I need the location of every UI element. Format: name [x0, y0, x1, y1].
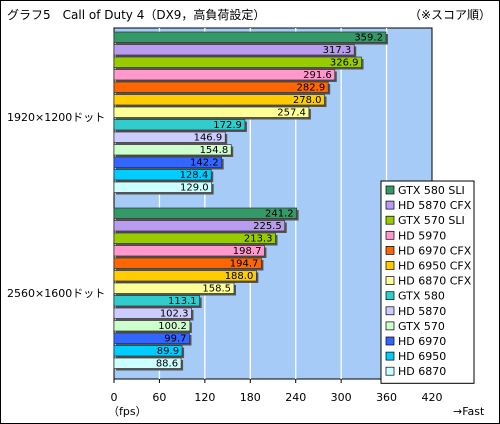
bar-value-label: 89.9 [157, 346, 179, 357]
bar [113, 320, 191, 332]
x-axis: 0 60 120 180 240 300 360 420 [111, 379, 443, 404]
bar [113, 307, 192, 319]
bar-value-label: 317.3 [323, 45, 352, 56]
bar [113, 207, 297, 219]
bar [113, 220, 286, 232]
x-direction-label: →Fast [453, 405, 485, 418]
legend-swatch [385, 351, 395, 361]
bar [113, 56, 362, 68]
sort-note: （※スコア順） [408, 8, 491, 22]
legend: GTX 580 SLI HD 5870 CFX GTX 570 SLI HD 5970… [380, 180, 475, 384]
legend-swatch [385, 366, 395, 376]
legend-swatch [385, 306, 395, 316]
bar-value-label: 158.5 [202, 284, 231, 295]
bar [113, 257, 262, 269]
bar [113, 31, 387, 43]
bar-value-label: 291.6 [303, 70, 332, 81]
bar [113, 345, 183, 357]
x-tick-label: 60 [152, 391, 166, 404]
group-label-1920: 1920×1200ドット [7, 111, 106, 124]
bar [113, 156, 223, 168]
bar [113, 332, 190, 344]
bar [113, 295, 200, 307]
bar-value-label: 129.0 [180, 183, 209, 194]
bar [113, 169, 212, 181]
legend-label: HD 6950 CFX [398, 260, 472, 273]
bar-value-label: 100.2 [158, 321, 187, 332]
x-unit-label: （fps） [108, 405, 147, 418]
bar-value-label: 359.2 [354, 33, 383, 44]
bar [113, 181, 213, 193]
bar [113, 131, 226, 143]
legend-label: HD 6970 [398, 335, 446, 348]
bar [113, 232, 276, 244]
x-tick-label: 360 [376, 391, 397, 404]
legend-swatch [385, 336, 395, 346]
bar [113, 81, 329, 93]
bar [113, 119, 246, 131]
legend-swatch [385, 200, 395, 210]
bar-value-label: 194.7 [230, 259, 259, 270]
bar [113, 106, 310, 118]
legend-swatch [385, 261, 395, 270]
x-tick-label: 240 [285, 391, 306, 404]
bar-value-label: 102.3 [160, 309, 189, 320]
bar-value-label: 326.9 [330, 58, 359, 69]
legend-swatch [385, 246, 395, 255]
chart-title: グラフ5 Call of Duty 4（DX9，高負荷設定） [7, 8, 266, 22]
legend-label: HD 6970 CFX [398, 244, 472, 257]
bar-value-label: 278.0 [293, 95, 322, 106]
legend-label: HD 6870 CFX [398, 275, 472, 288]
bar [113, 94, 325, 106]
legend-label: HD 5970 [398, 229, 446, 242]
bar-value-label: 198.7 [233, 246, 262, 257]
bar-value-label: 225.5 [253, 221, 282, 232]
x-tick-label: 180 [240, 391, 261, 404]
x-tick-label: 300 [331, 391, 352, 404]
legend-label: HD 5870 [398, 305, 446, 318]
bar-value-label: 99.7 [164, 334, 186, 345]
bar-value-label: 154.8 [200, 145, 229, 156]
legend-box [380, 180, 475, 384]
bar [113, 44, 355, 56]
bar-value-label: 128.4 [180, 170, 209, 181]
group-label-2560: 2560×1600ドット [7, 287, 106, 300]
legend-label: GTX 570 [398, 320, 445, 333]
legend-label: GTX 580 [398, 290, 445, 303]
bar-value-label: 146.9 [194, 133, 223, 144]
bar-value-label: 188.0 [225, 271, 254, 282]
x-tick-label: 120 [194, 391, 215, 404]
legend-label: HD 6870 [398, 365, 446, 378]
bar [113, 69, 336, 81]
legend-swatch [385, 276, 395, 285]
bar [113, 282, 235, 294]
legend-swatch [385, 230, 395, 240]
bar-value-label: 172.9 [213, 120, 242, 131]
bar [113, 245, 265, 257]
legend-swatch [385, 291, 395, 301]
bar-value-label: 88.6 [156, 359, 178, 370]
bar [113, 270, 257, 282]
bar-value-label: 282.9 [297, 83, 326, 94]
bar-value-label: 213.3 [244, 234, 273, 245]
bar [113, 144, 232, 156]
legend-swatch [385, 215, 395, 225]
bar-value-label: 142.2 [190, 158, 219, 169]
legend-swatch [385, 321, 395, 331]
x-tick-label: 0 [111, 391, 118, 404]
legend-swatch [385, 185, 395, 195]
bar-value-label: 113.1 [168, 296, 197, 307]
legend-label: GTX 580 SLI [398, 184, 465, 197]
legend-label: GTX 570 SLI [398, 214, 465, 227]
legend-label: HD 5870 CFX [398, 199, 472, 212]
bar-value-label: 241.2 [265, 209, 294, 220]
bar-value-label: 257.4 [277, 108, 306, 119]
bar [113, 357, 182, 369]
x-tick-label: 420 [422, 391, 443, 404]
legend-label: HD 6950 [398, 350, 446, 363]
